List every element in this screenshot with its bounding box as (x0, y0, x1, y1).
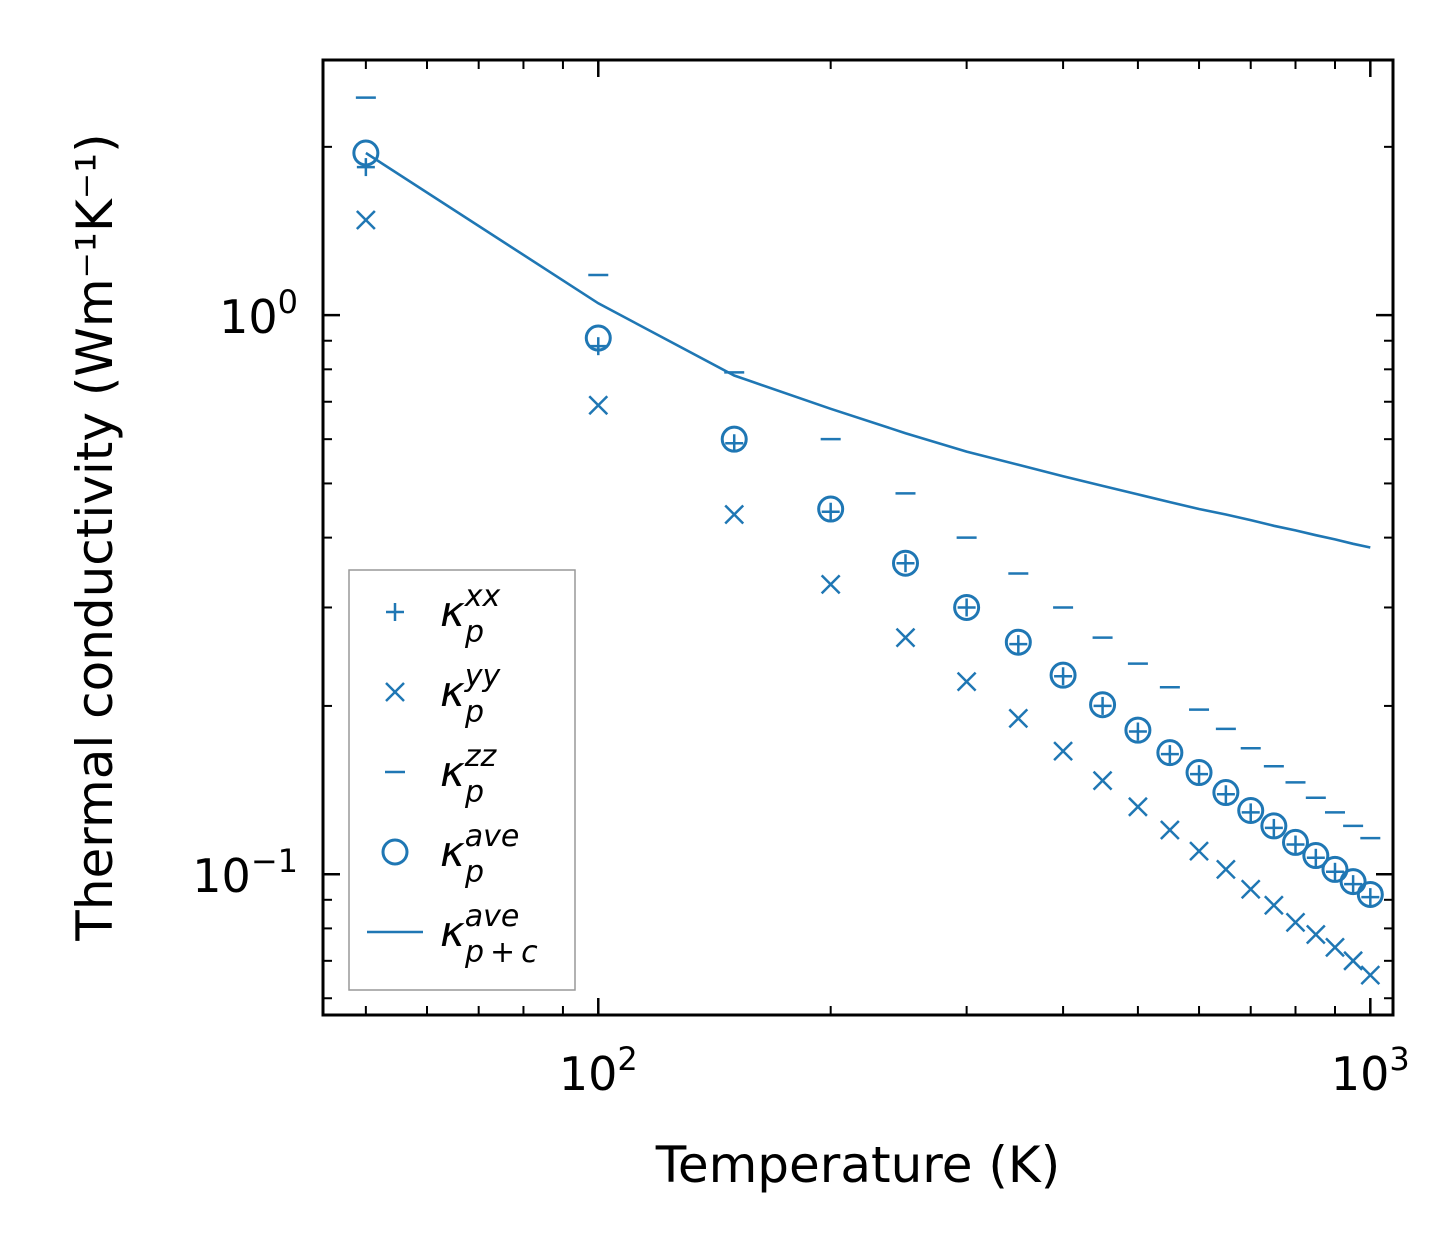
series-ave_p+c (365, 151, 1371, 549)
data-point-yy (588, 395, 609, 416)
data-point-ave (1004, 628, 1032, 656)
data-point-ave (1237, 797, 1265, 825)
legend-label-ave_p+c: κave p + c (440, 899, 538, 970)
series-layer (352, 96, 1384, 985)
legend-label-yy: κyy p (440, 659, 502, 730)
tick-labels: 102 103 10−1 100 (192, 283, 1409, 1101)
data-point-ave (1356, 880, 1384, 908)
data-point-yy (1343, 950, 1363, 971)
data-point-xx (1361, 888, 1380, 907)
data-point-yy (1360, 965, 1381, 985)
data-point-yy (1092, 770, 1113, 791)
data-point-yy (1053, 741, 1073, 762)
data-point-ave (817, 495, 845, 523)
data-point-xx (1286, 835, 1305, 854)
data-point-ave (1339, 868, 1367, 896)
data-point-ave (1156, 739, 1184, 767)
data-point-xx (1325, 862, 1344, 881)
data-point-yy (1128, 796, 1148, 817)
x-axis-label: Temperature (K) (655, 1136, 1060, 1194)
series-xx (356, 158, 1380, 907)
data-point-yy (1159, 820, 1180, 840)
data-point-yy (1189, 841, 1209, 861)
data-point-xx (1009, 635, 1028, 654)
legend-marker-yy (385, 682, 405, 702)
data-point-ave (1049, 661, 1077, 689)
data-point-yy (355, 210, 376, 230)
data-point-yy (1325, 937, 1345, 958)
major-ticks (323, 60, 1393, 1015)
series-line-ave_p+c (365, 151, 1371, 549)
data-point-xx (589, 337, 608, 356)
legend-label-ave: κave p (440, 819, 519, 890)
x-tick-label: 102 (559, 1040, 638, 1101)
legend-frame (348, 569, 576, 991)
data-point-yy (956, 671, 977, 692)
legend-label-xx: κxx p (440, 579, 501, 650)
data-point-ave (584, 324, 612, 352)
data-point-xx (1216, 785, 1235, 804)
data-point-ave (953, 593, 981, 621)
legend-label-zz: κzz p (440, 739, 498, 810)
data-point-ave (1212, 779, 1240, 807)
data-point-ave (1302, 842, 1330, 870)
data-point-yy (1008, 708, 1029, 729)
data-point-yy (1263, 895, 1284, 916)
data-point-xx (1241, 803, 1260, 822)
data-point-xx (1054, 667, 1073, 686)
data-point-xx (896, 554, 915, 573)
data-point-yy (1240, 879, 1261, 900)
y-tick-label: 100 (219, 283, 298, 344)
data-point-ave (1089, 691, 1117, 719)
data-point-xx (957, 598, 976, 617)
data-point-yy (1285, 912, 1306, 933)
data-point-xx (1128, 722, 1147, 741)
data-point-ave (1124, 716, 1152, 744)
legend-marker-ave (381, 838, 409, 866)
data-point-xx (1093, 696, 1112, 715)
data-point-yy (820, 574, 841, 595)
data-point-xx (1306, 848, 1325, 867)
data-point-yy (895, 627, 916, 648)
data-point-ave (352, 139, 380, 167)
data-point-xx (1344, 875, 1363, 894)
legend-marker-xx (386, 603, 404, 621)
data-point-yy (1215, 859, 1236, 880)
y-tick-label: 10−1 (192, 842, 298, 903)
data-point-ave (1321, 855, 1349, 883)
data-point-xx (725, 434, 744, 453)
data-point-ave (1260, 812, 1288, 840)
data-point-ave (1281, 828, 1309, 856)
series-ave (352, 139, 1384, 908)
data-point-yy (724, 504, 745, 525)
series-yy (355, 210, 1381, 985)
data-point-xx (1160, 745, 1179, 764)
plot-frame (321, 58, 1395, 1017)
data-point-xx (1190, 765, 1209, 784)
x-tick-label: 103 (1331, 1040, 1410, 1101)
data-point-ave (1185, 759, 1213, 787)
data-point-ave (720, 425, 748, 453)
data-point-xx (1264, 818, 1283, 837)
data-point-yy (1305, 924, 1326, 945)
data-point-ave (891, 549, 919, 577)
data-point-xx (821, 502, 840, 521)
data-point-xx (356, 158, 375, 177)
legend: κxx p κyy p κzz p κave p κave p + c (348, 569, 576, 991)
y-axis-label: Thermal conductivity (Wm⁻¹K⁻¹) (66, 133, 124, 941)
